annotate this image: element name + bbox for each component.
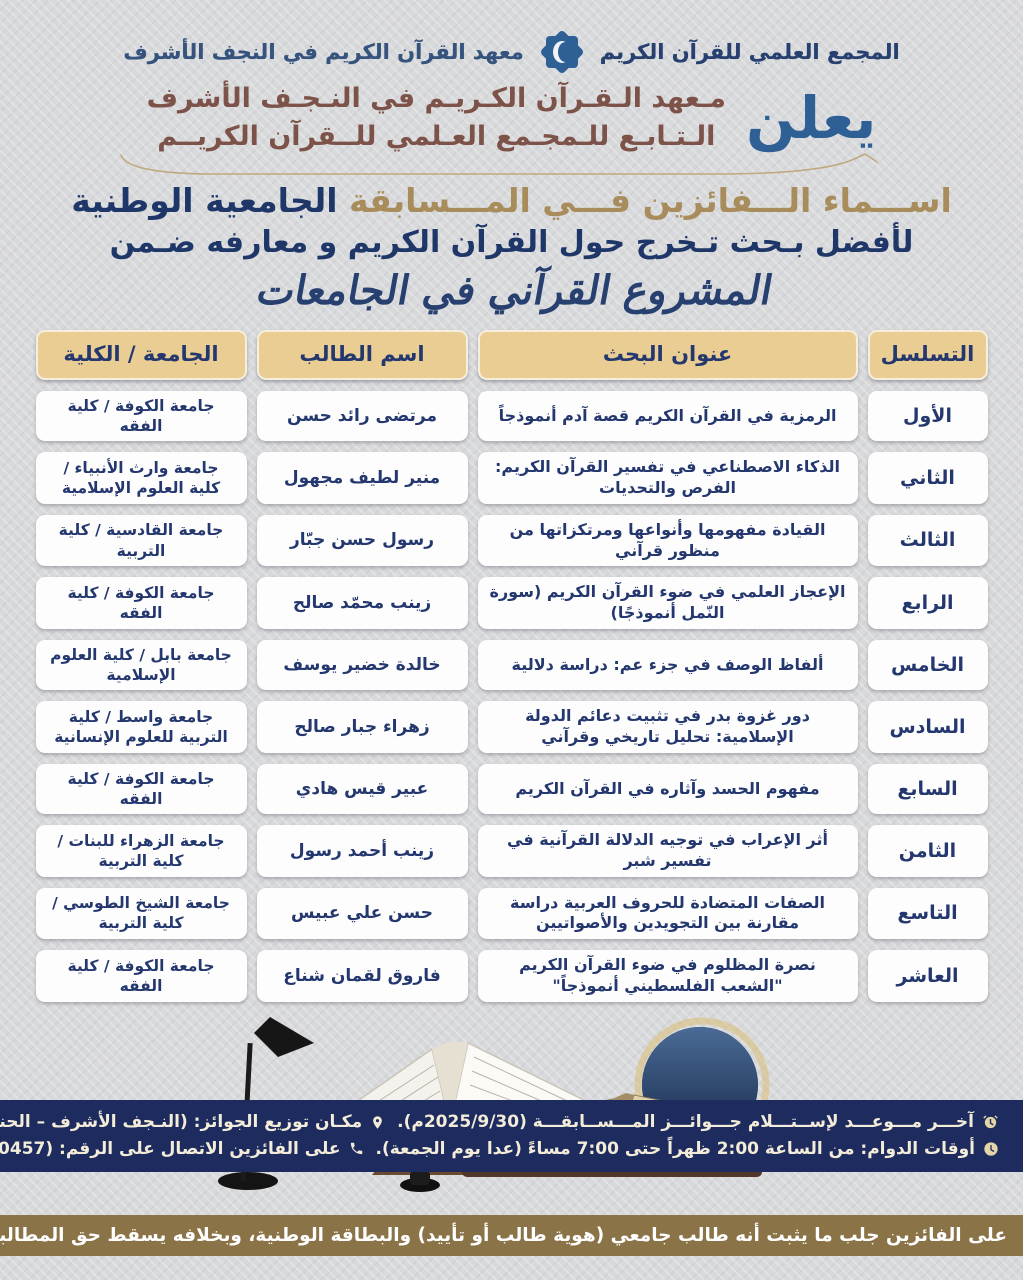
cell-research: دور غزوة بدر في تثبيت دعائم الدولة الإسل… xyxy=(477,701,858,753)
cell-serial: الثاني xyxy=(867,452,988,504)
brace-curve-icon xyxy=(119,152,878,175)
results-table: التسلسل عنوان البحث اسم الطالب الجامعة /… xyxy=(35,329,988,1002)
cell-university: جامعة الكوفة / كلية الفقه xyxy=(35,577,247,629)
note-text: على الفائزين جلب ما يثبت أنه طالب جامعي … xyxy=(0,1225,1007,1246)
cell-research: مفهوم الحسد وآثاره في القرآن الكريم xyxy=(477,763,858,815)
cell-research: الإعجاز العلمي في ضوء القرآن الكريم (سور… xyxy=(477,577,858,629)
cell-serial: الثامن xyxy=(867,825,988,877)
cell-student: زهراء جبار صالح xyxy=(256,701,468,753)
phone-icon xyxy=(349,1141,364,1156)
cell-serial: التاسع xyxy=(867,887,988,940)
cell-university: جامعة القادسية / كلية التربية xyxy=(35,514,247,567)
alarm-clock-icon xyxy=(982,1114,999,1131)
main-title-gold: اســـماء الـــفائزين فـــي المـــسابقة xyxy=(349,180,952,220)
cell-serial: العاشر xyxy=(867,950,988,1002)
cell-university: جامعة بابل / كلية العلوم الإسلامية xyxy=(35,639,247,691)
cell-research: الرمزية في القرآن الكريم قصة آدم أنموذجا… xyxy=(477,390,858,442)
cell-research: الذكاء الاصطناعي في تفسير القرآن الكريم:… xyxy=(477,452,858,504)
bottom-strip xyxy=(0,1256,1023,1280)
phone-text: على الفائزين الاتصال على الرقم: (0773932… xyxy=(0,1138,341,1159)
header-university: الجامعة / الكلية xyxy=(35,329,247,380)
announce-row: يعلن مـعهد الـقـرآن الكـريـم في النـجـف … xyxy=(0,80,1023,156)
cell-serial: الأول xyxy=(867,390,988,442)
cell-serial: الثالث xyxy=(867,514,988,567)
announce-word: يعلن xyxy=(746,83,877,152)
cell-student: عبير قيس هادي xyxy=(256,763,468,815)
cell-student: حسن علي عبيس xyxy=(256,887,468,940)
cell-university: جامعة الكوفة / كلية الفقه xyxy=(35,390,247,442)
cell-university: جامعة الكوفة / كلية الفقه xyxy=(35,950,247,1002)
location-segment: مكـان توزيع الجوائز: (النـجف الأشرف – ال… xyxy=(0,1109,385,1135)
calligraphy-band: المجمع العلمي للقرآن الكريم معهد القرآن … xyxy=(0,0,1023,75)
cell-serial: السابع xyxy=(867,763,988,815)
cell-serial: السادس xyxy=(867,701,988,753)
table-header-row: التسلسل عنوان البحث اسم الطالب الجامعة /… xyxy=(35,329,988,380)
location-text: مكـان توزيع الجوائز: (النـجف الأشرف – ال… xyxy=(0,1112,363,1133)
table-row: الثالث القيادة مفهومها وأنواعها ومرتكزات… xyxy=(35,514,988,567)
cell-university: جامعة الكوفة / كلية الفقه xyxy=(35,763,247,815)
header-research-title: عنوان البحث xyxy=(477,329,858,380)
location-pin-icon xyxy=(370,1114,385,1131)
subtitle: لأفضل بـحث تـخرج حول القرآن الكريم و معا… xyxy=(109,224,914,260)
cell-student: رسول حسن جبّار xyxy=(256,514,468,567)
cell-student: منير لطيف مجهول xyxy=(256,452,468,504)
cell-research: نصرة المظلوم في ضوء القرآن الكريم "الشعب… xyxy=(477,950,858,1002)
table-row: الرابع الإعجاز العلمي في ضوء القرآن الكر… xyxy=(35,577,988,629)
cell-university: جامعة الزهراء للبنات / كلية التربية xyxy=(35,825,247,877)
table-row: السابع مفهوم الحسد وآثاره في القرآن الكر… xyxy=(35,763,988,815)
footer-note-bar: على الفائزين جلب ما يثبت أنه طالب جامعي … xyxy=(0,1215,1023,1256)
main-title-navy: الجامعية الوطنية xyxy=(71,180,338,220)
deadline-text: آخـــر مـــوعـــد لإســتـــلام جـــوائــ… xyxy=(397,1112,974,1133)
header-serial: التسلسل xyxy=(867,329,988,380)
footer-line-2: أوقات الدوام: من الساعة 2:00 ظهراً حتى 7… xyxy=(0,1136,1000,1162)
cell-research: القيادة مفهومها وأنواعها ومرتكزاتها من م… xyxy=(477,514,858,567)
table-row: العاشر نصرة المظلوم في ضوء القرآن الكريم… xyxy=(35,950,988,1002)
header-student-name: اسم الطالب xyxy=(256,329,468,380)
cell-student: زينب محمّد صالح xyxy=(256,577,468,629)
table-row: الخامس ألفاظ الوصف في جزء عم: دراسة دلال… xyxy=(35,639,988,691)
hours-text: أوقات الدوام: من الساعة 2:00 ظهراً حتى 7… xyxy=(375,1138,976,1159)
footer-line-1: آخـــر مـــوعـــد لإســتـــلام جـــوائــ… xyxy=(0,1109,999,1135)
table-row: الأول الرمزية في القرآن الكريم قصة آدم أ… xyxy=(35,390,988,442)
cell-university: جامعة الشيخ الطوسي / كلية التربية xyxy=(35,887,247,940)
decorative-brace xyxy=(0,152,1023,178)
cell-student: خالدة خضير يوسف xyxy=(256,639,468,691)
hours-segment: أوقات الدوام: من الساعة 2:00 ظهراً حتى 7… xyxy=(376,1136,1000,1162)
org-line-2: الـتـابـع للـمجـمع العـلمي للــقرآن الكر… xyxy=(157,120,716,152)
academy-calligraphy: المجمع العلمي للقرآن الكريم xyxy=(599,40,900,64)
cell-university: جامعة وارث الأنبياء / كلية العلوم الإسلا… xyxy=(35,452,247,504)
cell-university: جامعة واسط / كلية التربية للعلوم الإنسان… xyxy=(35,701,247,753)
org-lines: مـعهد الـقـرآن الكـريـم في النـجـف الأشر… xyxy=(146,80,727,156)
cell-student: فاروق لقمان شناع xyxy=(256,950,468,1002)
cell-student: مرتضى رائد حسن xyxy=(256,390,468,442)
footer-info-bar: آخـــر مـــوعـــد لإســتـــلام جـــوائــ… xyxy=(0,1100,1023,1172)
table-row: التاسع الصفات المتضادة للحروف العربية در… xyxy=(35,887,988,940)
cell-research: ألفاظ الوصف في جزء عم: دراسة دلالية xyxy=(477,639,858,691)
clock-icon xyxy=(983,1141,999,1157)
cell-serial: الخامس xyxy=(867,639,988,691)
deadline-segment: آخـــر مـــوعـــد لإســتـــلام جـــوائــ… xyxy=(397,1109,999,1135)
table-row: الثاني الذكاء الاصطناعي في تفسير القرآن … xyxy=(35,452,988,504)
table-row: السادس دور غزوة بدر في تثبيت دعائم الدول… xyxy=(35,701,988,753)
cell-serial: الرابع xyxy=(867,577,988,629)
calligraphic-project-title: المشروع القرآني في الجامعات xyxy=(252,267,771,314)
cell-student: زينب أحمد رسول xyxy=(256,825,468,877)
institute-calligraphy: معهد القرآن الكريم في النجف الأشرف xyxy=(123,40,524,64)
org-line-1: مـعهد الـقـرآن الكـريـم في النـجـف الأشر… xyxy=(146,83,727,114)
table-row: الثامن أثر الإعراب في توجيه الدلالة القر… xyxy=(35,825,988,877)
institute-logo-icon xyxy=(539,29,585,75)
main-title: اســـماء الـــفائزين فـــي المـــسابقة ا… xyxy=(0,180,1023,221)
cell-research: أثر الإعراب في توجيه الدلالة القرآنية في… xyxy=(477,825,858,877)
phone-segment: على الفائزين الاتصال على الرقم: (0773932… xyxy=(0,1136,364,1162)
cell-research: الصفات المتضادة للحروف العربية دراسة مقا… xyxy=(477,887,858,940)
